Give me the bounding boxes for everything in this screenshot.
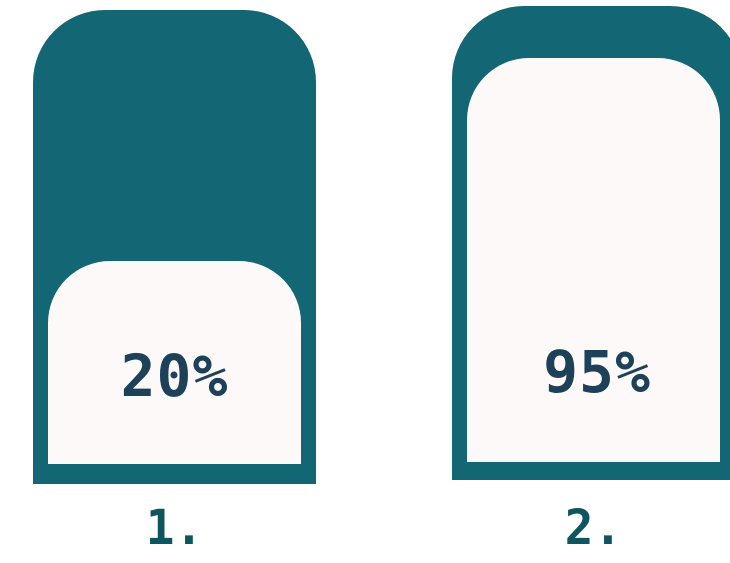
gauge-1-label: 1.	[145, 500, 204, 556]
gauge-1-value: 20%	[120, 342, 229, 410]
gauge-2-value: 95%	[543, 338, 651, 406]
gauge-2-label: 2.	[564, 500, 623, 556]
gauge-2: 95%	[452, 6, 730, 480]
gauge-1-fill	[48, 261, 301, 464]
gauge-2-fill	[467, 58, 720, 462]
gauge-1: 20%	[33, 10, 316, 484]
